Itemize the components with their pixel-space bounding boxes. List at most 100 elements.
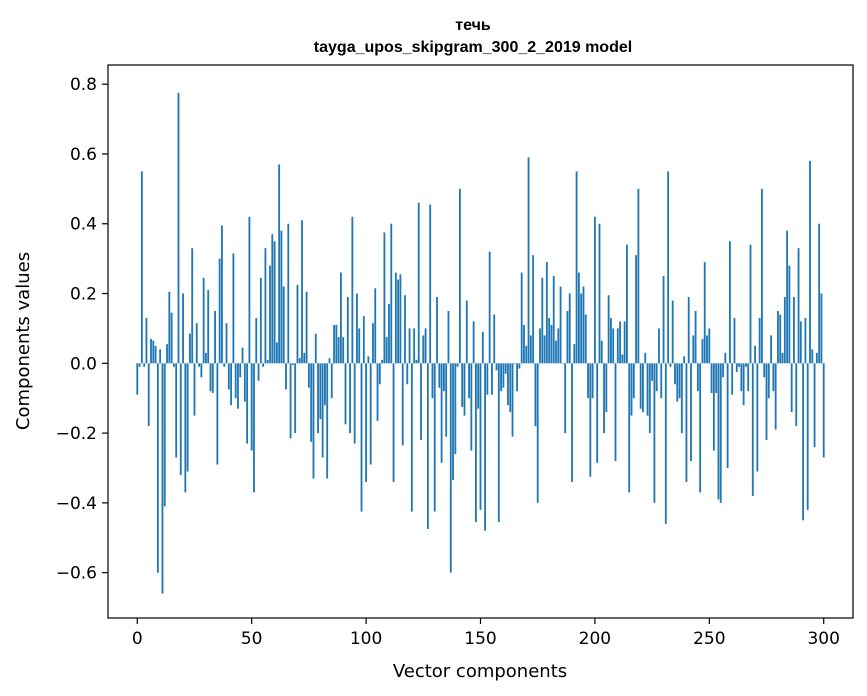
bar-249	[706, 335, 708, 364]
bar-77	[312, 363, 315, 479]
bar-145	[468, 363, 470, 399]
bar-69	[294, 363, 297, 434]
bar-94	[351, 216, 354, 364]
bar-158	[497, 363, 500, 523]
bar-39	[225, 323, 228, 364]
bar-242	[690, 363, 692, 461]
bar-10	[159, 349, 162, 364]
bar-34	[214, 310, 216, 364]
bar-97	[358, 328, 361, 364]
bar-168	[520, 272, 523, 364]
bar-199	[591, 363, 594, 399]
bar-87	[335, 324, 338, 364]
bar-200	[593, 216, 596, 364]
bar-130	[433, 363, 436, 512]
bar-46	[241, 347, 244, 364]
bar-179	[545, 262, 548, 364]
bar-80	[319, 363, 322, 420]
bar-140	[456, 363, 459, 367]
bar-290	[799, 321, 802, 364]
bar-221	[642, 363, 644, 413]
bar-141	[458, 188, 461, 364]
bar-188	[566, 310, 569, 364]
bar-144	[465, 300, 468, 364]
bar-79	[317, 363, 319, 434]
bar-134	[442, 363, 445, 392]
bar-250	[708, 328, 711, 364]
bar-117	[404, 295, 406, 364]
bar-1	[138, 363, 141, 367]
bar-14	[168, 291, 171, 364]
bar-189	[568, 293, 571, 364]
bar-132	[438, 363, 441, 388]
bar-9	[156, 363, 159, 573]
bar-33	[211, 363, 214, 393]
bar-292	[804, 317, 807, 364]
bar-219	[637, 188, 640, 364]
bar-208	[612, 328, 615, 364]
bar-170	[525, 345, 528, 364]
bar-216	[630, 363, 633, 416]
bar-294	[809, 160, 811, 364]
y-tick-label: −0.6	[56, 564, 97, 584]
bar-268	[749, 244, 752, 364]
bar-159	[500, 363, 503, 392]
bar-54	[259, 277, 262, 364]
bar-96	[356, 293, 358, 364]
bar-227	[655, 363, 658, 392]
bar-236	[676, 363, 679, 402]
bar-177	[541, 277, 544, 364]
bar-133	[440, 363, 443, 463]
bar-78	[314, 333, 317, 364]
bar-70	[296, 284, 299, 364]
bar-36	[218, 258, 221, 364]
bar-196	[584, 314, 587, 364]
bar-118	[406, 363, 409, 385]
bar-22	[186, 363, 189, 472]
bar-35	[216, 363, 219, 465]
bar-7	[152, 340, 155, 364]
bar-2	[140, 171, 143, 364]
bar-300	[822, 363, 825, 458]
bar-181	[550, 324, 553, 364]
bar-299	[820, 293, 823, 364]
bar-161	[504, 363, 507, 374]
y-tick-label: 0.4	[70, 215, 97, 235]
bar-207	[610, 317, 612, 364]
bar-73	[303, 352, 306, 364]
bar-86	[333, 324, 335, 364]
bar-121	[413, 328, 416, 364]
bar-147	[472, 321, 475, 364]
bar-32	[209, 363, 212, 392]
bar-241	[687, 297, 690, 364]
bar-165	[513, 363, 516, 364]
bar-26	[195, 323, 198, 364]
bar-114	[397, 279, 400, 364]
bar-273	[761, 188, 763, 364]
bar-167	[518, 363, 521, 369]
bar-103	[372, 323, 374, 364]
bar-155	[491, 363, 493, 395]
bar-198	[589, 363, 592, 477]
bar-111	[390, 223, 393, 364]
bar-172	[529, 335, 532, 364]
bar-113	[394, 272, 397, 364]
bar-93	[349, 363, 351, 434]
bar-190	[571, 363, 573, 482]
bar-31	[207, 290, 210, 364]
x-tick-label: 250	[693, 629, 725, 649]
bar-41	[230, 363, 233, 406]
bar-88	[337, 337, 340, 364]
bar-104	[374, 288, 377, 364]
bar-106	[378, 363, 381, 385]
bar-52	[255, 317, 258, 364]
bar-225	[651, 363, 654, 381]
bar-0	[136, 363, 139, 395]
bar-99	[362, 316, 365, 364]
bar-50	[250, 363, 253, 451]
bar-148	[475, 363, 477, 523]
bar-262	[735, 363, 738, 373]
bar-157	[495, 363, 498, 371]
bar-58	[269, 265, 271, 364]
bar-226	[653, 363, 656, 503]
